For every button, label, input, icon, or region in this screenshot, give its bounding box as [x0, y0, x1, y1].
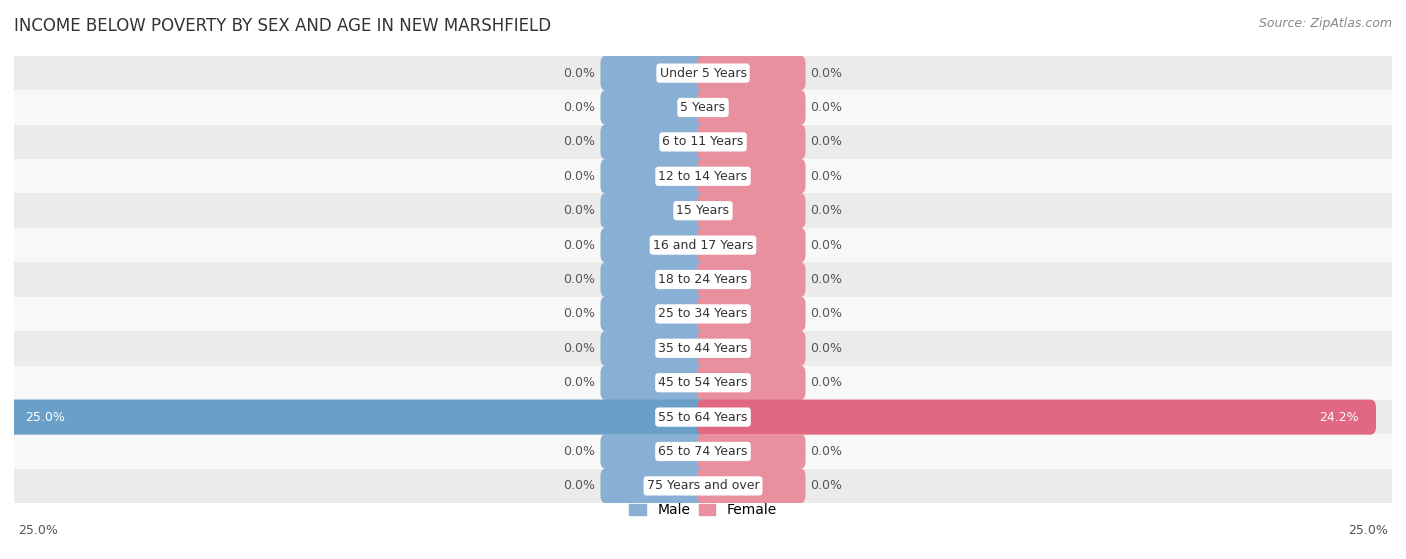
Bar: [14, 297, 1392, 331]
Text: 16 and 17 Years: 16 and 17 Years: [652, 239, 754, 252]
FancyBboxPatch shape: [697, 262, 806, 297]
Text: 0.0%: 0.0%: [564, 204, 596, 217]
FancyBboxPatch shape: [600, 55, 709, 91]
FancyBboxPatch shape: [697, 400, 1376, 435]
FancyBboxPatch shape: [600, 228, 709, 263]
FancyBboxPatch shape: [697, 228, 806, 263]
FancyBboxPatch shape: [600, 90, 709, 125]
Text: 0.0%: 0.0%: [810, 239, 842, 252]
Text: 0.0%: 0.0%: [810, 135, 842, 148]
Bar: [14, 468, 1392, 503]
Bar: [14, 434, 1392, 468]
FancyBboxPatch shape: [600, 331, 709, 366]
Text: 0.0%: 0.0%: [810, 273, 842, 286]
Text: 0.0%: 0.0%: [810, 376, 842, 389]
FancyBboxPatch shape: [697, 365, 806, 400]
Text: 25.0%: 25.0%: [18, 524, 58, 537]
Text: 0.0%: 0.0%: [810, 307, 842, 320]
Text: 75 Years and over: 75 Years and over: [647, 480, 759, 492]
Text: 15 Years: 15 Years: [676, 204, 730, 217]
Bar: [14, 366, 1392, 400]
Bar: [14, 159, 1392, 193]
FancyBboxPatch shape: [697, 55, 806, 91]
FancyBboxPatch shape: [697, 468, 806, 504]
Text: 24.2%: 24.2%: [1319, 411, 1358, 424]
Text: 0.0%: 0.0%: [564, 101, 596, 114]
Text: Under 5 Years: Under 5 Years: [659, 67, 747, 79]
Text: 0.0%: 0.0%: [564, 135, 596, 148]
FancyBboxPatch shape: [600, 468, 709, 504]
Bar: [14, 331, 1392, 366]
Text: 0.0%: 0.0%: [564, 445, 596, 458]
Text: 0.0%: 0.0%: [564, 307, 596, 320]
Text: 0.0%: 0.0%: [564, 376, 596, 389]
Text: 0.0%: 0.0%: [564, 239, 596, 252]
Text: 18 to 24 Years: 18 to 24 Years: [658, 273, 748, 286]
Text: 0.0%: 0.0%: [810, 480, 842, 492]
FancyBboxPatch shape: [600, 434, 709, 469]
FancyBboxPatch shape: [697, 193, 806, 228]
FancyBboxPatch shape: [697, 296, 806, 331]
Text: 0.0%: 0.0%: [564, 480, 596, 492]
Text: 0.0%: 0.0%: [810, 101, 842, 114]
Text: 65 to 74 Years: 65 to 74 Years: [658, 445, 748, 458]
Text: 12 to 14 Years: 12 to 14 Years: [658, 170, 748, 183]
Text: 0.0%: 0.0%: [564, 170, 596, 183]
Bar: [14, 56, 1392, 91]
Text: 0.0%: 0.0%: [810, 67, 842, 79]
Text: 0.0%: 0.0%: [810, 445, 842, 458]
Bar: [14, 262, 1392, 297]
FancyBboxPatch shape: [697, 434, 806, 469]
FancyBboxPatch shape: [600, 124, 709, 159]
FancyBboxPatch shape: [697, 331, 806, 366]
Text: 0.0%: 0.0%: [810, 342, 842, 355]
Text: 5 Years: 5 Years: [681, 101, 725, 114]
Text: 6 to 11 Years: 6 to 11 Years: [662, 135, 744, 148]
Bar: [14, 125, 1392, 159]
Text: 0.0%: 0.0%: [810, 170, 842, 183]
Bar: [14, 91, 1392, 125]
Text: 45 to 54 Years: 45 to 54 Years: [658, 376, 748, 389]
Text: 25.0%: 25.0%: [1348, 524, 1388, 537]
FancyBboxPatch shape: [697, 159, 806, 194]
FancyBboxPatch shape: [697, 124, 806, 159]
Bar: [14, 193, 1392, 228]
FancyBboxPatch shape: [8, 400, 709, 435]
Bar: [14, 400, 1392, 434]
FancyBboxPatch shape: [600, 159, 709, 194]
Text: 0.0%: 0.0%: [564, 67, 596, 79]
Text: Source: ZipAtlas.com: Source: ZipAtlas.com: [1258, 17, 1392, 30]
Text: INCOME BELOW POVERTY BY SEX AND AGE IN NEW MARSHFIELD: INCOME BELOW POVERTY BY SEX AND AGE IN N…: [14, 17, 551, 35]
Text: 55 to 64 Years: 55 to 64 Years: [658, 411, 748, 424]
Legend: Male, Female: Male, Female: [624, 498, 782, 523]
Text: 0.0%: 0.0%: [564, 273, 596, 286]
Bar: [14, 228, 1392, 262]
FancyBboxPatch shape: [697, 90, 806, 125]
FancyBboxPatch shape: [600, 262, 709, 297]
Text: 25 to 34 Years: 25 to 34 Years: [658, 307, 748, 320]
FancyBboxPatch shape: [600, 365, 709, 400]
Text: 0.0%: 0.0%: [810, 204, 842, 217]
FancyBboxPatch shape: [600, 193, 709, 228]
Text: 0.0%: 0.0%: [564, 342, 596, 355]
Text: 25.0%: 25.0%: [25, 411, 65, 424]
FancyBboxPatch shape: [600, 296, 709, 331]
Text: 35 to 44 Years: 35 to 44 Years: [658, 342, 748, 355]
